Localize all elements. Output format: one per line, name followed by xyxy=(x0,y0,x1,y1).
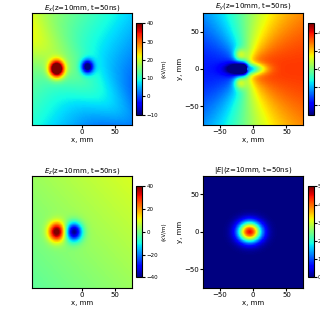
X-axis label: x, mm: x, mm xyxy=(71,300,93,306)
Y-axis label: (kV/m): (kV/m) xyxy=(161,222,166,241)
Title: $E_z$(z=10mm, t=50ns): $E_z$(z=10mm, t=50ns) xyxy=(44,166,120,176)
Title: $E_y$(z=10mm, t=50ns): $E_y$(z=10mm, t=50ns) xyxy=(215,1,292,13)
Title: $E_x$(z=10mm, t=50ns): $E_x$(z=10mm, t=50ns) xyxy=(44,3,120,13)
Y-axis label: y, mm: y, mm xyxy=(177,58,183,80)
X-axis label: x, mm: x, mm xyxy=(242,137,264,143)
X-axis label: x, mm: x, mm xyxy=(71,137,93,143)
X-axis label: x, mm: x, mm xyxy=(242,300,264,306)
Y-axis label: y, mm: y, mm xyxy=(177,221,183,243)
Title: $|E|$(z=10mm, t=50ns): $|E|$(z=10mm, t=50ns) xyxy=(214,165,292,176)
Y-axis label: (kV/m): (kV/m) xyxy=(161,60,166,78)
